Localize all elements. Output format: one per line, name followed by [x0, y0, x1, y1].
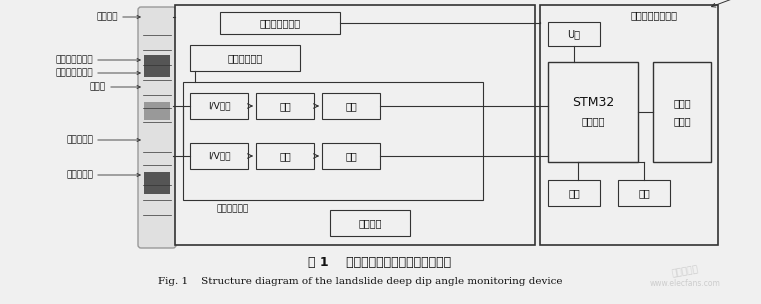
FancyBboxPatch shape — [138, 7, 176, 248]
Text: STM32: STM32 — [572, 96, 614, 109]
Text: 输模块: 输模块 — [673, 116, 691, 126]
Text: 多芯电缆: 多芯电缆 — [97, 12, 118, 22]
Text: 不锈钢探管: 不锈钢探管 — [66, 171, 93, 179]
Bar — [548, 62, 638, 162]
Bar — [144, 102, 170, 120]
Text: www.elecfans.com: www.elecfans.com — [650, 278, 721, 288]
Bar — [144, 172, 170, 194]
Text: I/V转换: I/V转换 — [208, 102, 231, 110]
Bar — [330, 210, 410, 236]
Bar — [190, 143, 248, 169]
Bar — [548, 22, 600, 46]
Text: 微控制器: 微控制器 — [581, 116, 605, 126]
Text: 基准电压电路: 基准电压电路 — [228, 53, 263, 63]
Bar — [653, 62, 711, 162]
Text: 图 1    滑坡深部倾角监测装置结构框图: 图 1 滑坡深部倾角监测装置结构框图 — [308, 257, 451, 270]
Text: 电源模块: 电源模块 — [358, 218, 382, 228]
Text: 电流测量模块: 电流测量模块 — [217, 205, 249, 213]
Text: 微处理器控制模块: 微处理器控制模块 — [631, 10, 677, 20]
Text: Fig. 1    Structure diagram of the landslide deep dip angle monitoring device: Fig. 1 Structure diagram of the landslid… — [158, 278, 562, 286]
Text: 主放: 主放 — [345, 101, 357, 111]
Bar — [548, 180, 600, 206]
Text: 电子发烧友: 电子发烧友 — [671, 265, 699, 279]
Bar — [256, 93, 314, 119]
Bar — [618, 180, 670, 206]
Text: U盘: U盘 — [568, 29, 581, 39]
Text: 主放: 主放 — [345, 151, 357, 161]
Bar — [220, 12, 340, 34]
Bar — [256, 143, 314, 169]
Bar — [183, 82, 483, 200]
Text: 显示: 显示 — [568, 188, 580, 198]
Text: 按键: 按键 — [638, 188, 650, 198]
Text: I/V转换: I/V转换 — [208, 151, 231, 161]
Bar — [322, 93, 380, 119]
Text: 传感器切换模块: 传感器切换模块 — [56, 68, 93, 78]
Bar — [144, 55, 170, 77]
Bar — [540, 5, 718, 245]
Bar — [190, 93, 248, 119]
Text: 弹性连接体: 弹性连接体 — [66, 136, 93, 144]
Text: 倾角传感器模块: 倾角传感器模块 — [56, 56, 93, 64]
Text: 无线传: 无线传 — [673, 98, 691, 108]
Bar — [190, 45, 300, 71]
Text: 滤波: 滤波 — [279, 101, 291, 111]
Text: 密封锁: 密封锁 — [90, 82, 106, 92]
Bar — [322, 143, 380, 169]
Text: 滤波: 滤波 — [279, 151, 291, 161]
Bar — [175, 5, 535, 245]
Text: 编码器驱动模块: 编码器驱动模块 — [260, 18, 301, 28]
